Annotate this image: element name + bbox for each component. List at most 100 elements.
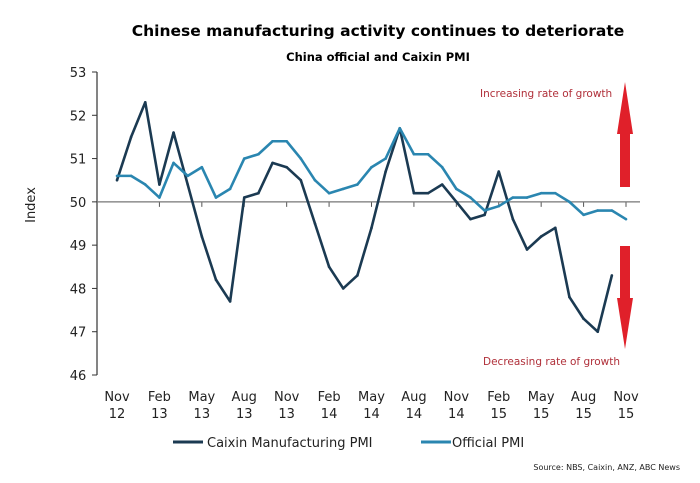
y-tick-label: 51 <box>70 153 87 168</box>
legend: Caixin Manufacturing PMI Official PMI <box>173 436 524 451</box>
y-tick-label: 53 <box>70 66 87 81</box>
data-point-official <box>228 187 232 191</box>
x-tick-month: Nov <box>104 390 130 405</box>
x-tick-label: Feb 13 <box>148 390 171 422</box>
chart-title: Chinese manufacturing activity continues… <box>132 22 625 40</box>
x-tick-month: Feb <box>487 390 510 405</box>
legend-label-caixin: Caixin Manufacturing PMI <box>207 436 373 451</box>
data-point-caixin <box>313 222 317 225</box>
data-point-official <box>370 165 373 169</box>
data-point-caixin <box>115 178 119 182</box>
data-point-caixin <box>596 330 600 334</box>
data-point-official <box>313 178 317 182</box>
data-point-official <box>115 174 119 178</box>
x-tick-month: Aug <box>401 390 426 405</box>
x-tick-year: 13 <box>278 407 295 422</box>
x-tick-month: May <box>528 390 555 405</box>
x-tick-year: 15 <box>490 407 507 422</box>
data-point-caixin <box>228 300 232 303</box>
x-tick-year: 15 <box>533 407 550 422</box>
data-point-caixin <box>568 295 571 299</box>
data-point-caixin <box>214 278 218 282</box>
data-point-official <box>285 139 288 143</box>
x-tick-month: May <box>188 390 215 405</box>
x-tick-month: Aug <box>232 390 257 405</box>
data-point-caixin <box>511 217 515 221</box>
x-tick-label: Feb 14 <box>318 390 341 422</box>
data-point-caixin <box>384 170 387 173</box>
data-point-caixin <box>257 191 260 195</box>
x-tick-year: 14 <box>448 407 465 422</box>
x-tick-month: Aug <box>571 390 596 405</box>
x-tick-label: May 15 <box>528 390 555 422</box>
chart-subtitle: China official and Caixin PMI <box>286 50 470 64</box>
data-point-official <box>356 183 359 186</box>
x-tick-label: Nov 14 <box>444 390 470 422</box>
data-point-caixin <box>172 131 175 134</box>
data-point-official <box>384 157 387 160</box>
data-point-caixin <box>525 248 529 251</box>
data-point-caixin <box>426 191 430 195</box>
data-point-caixin <box>497 170 501 173</box>
x-tick-year: 13 <box>151 407 168 422</box>
data-point-official <box>469 196 472 199</box>
annotation-decreasing: Decreasing rate of growth <box>483 356 620 368</box>
arrow-up-icon <box>617 82 633 187</box>
data-point-official <box>596 209 600 212</box>
data-point-official <box>554 191 557 195</box>
data-point-official <box>440 165 444 169</box>
data-point-official <box>242 157 246 160</box>
data-point-official <box>129 174 133 178</box>
data-point-caixin <box>412 191 416 195</box>
x-tick-month: Feb <box>148 390 171 405</box>
data-point-official <box>341 187 345 191</box>
x-tick-month: May <box>358 390 385 405</box>
data-point-official <box>426 152 430 156</box>
data-point-official <box>582 213 585 217</box>
data-point-official <box>455 187 458 191</box>
data-point-official <box>568 200 571 204</box>
series-line-caixin <box>115 101 614 334</box>
data-point-official <box>525 196 529 199</box>
data-point-caixin <box>299 178 303 182</box>
x-tick-label: Aug 13 <box>232 390 257 422</box>
data-point-caixin <box>186 183 189 186</box>
data-point-caixin <box>327 265 331 269</box>
data-point-caixin <box>440 183 444 186</box>
data-point-official <box>271 139 274 143</box>
data-point-caixin <box>242 196 246 199</box>
x-tick-label: Nov 13 <box>274 390 300 422</box>
annotation-increasing: Increasing rate of growth <box>480 88 612 100</box>
data-point-official <box>610 209 614 212</box>
data-point-official <box>511 196 515 199</box>
x-tick-year: 14 <box>363 407 380 422</box>
y-axis-label: Index <box>24 187 39 223</box>
y-tick-label: 50 <box>70 196 87 211</box>
data-point-official <box>483 209 486 212</box>
arrow-down-icon <box>617 246 633 349</box>
x-tick-label: Aug 15 <box>571 390 596 422</box>
data-point-caixin <box>271 161 274 165</box>
data-point-caixin <box>483 213 486 217</box>
data-point-caixin <box>200 235 204 238</box>
data-point-caixin <box>341 287 345 290</box>
x-tick-label: Nov 15 <box>613 390 639 422</box>
data-point-caixin <box>539 235 543 238</box>
data-point-caixin <box>455 200 458 204</box>
x-tick-month: Feb <box>318 390 341 405</box>
data-point-caixin <box>143 101 147 104</box>
y-tick-label: 46 <box>70 369 87 384</box>
data-point-official <box>200 165 204 169</box>
x-tick-year: 14 <box>321 407 338 422</box>
data-point-official <box>412 152 416 156</box>
data-point-caixin <box>129 135 133 139</box>
x-tick-month: Nov <box>274 390 300 405</box>
data-point-caixin <box>469 217 472 221</box>
data-point-official <box>539 191 543 195</box>
x-tick-label: Feb 15 <box>487 390 510 422</box>
data-point-official <box>214 196 218 199</box>
data-point-caixin <box>370 226 373 230</box>
x-tick-month: Nov <box>613 390 639 405</box>
y-tick-label: 47 <box>70 326 87 341</box>
